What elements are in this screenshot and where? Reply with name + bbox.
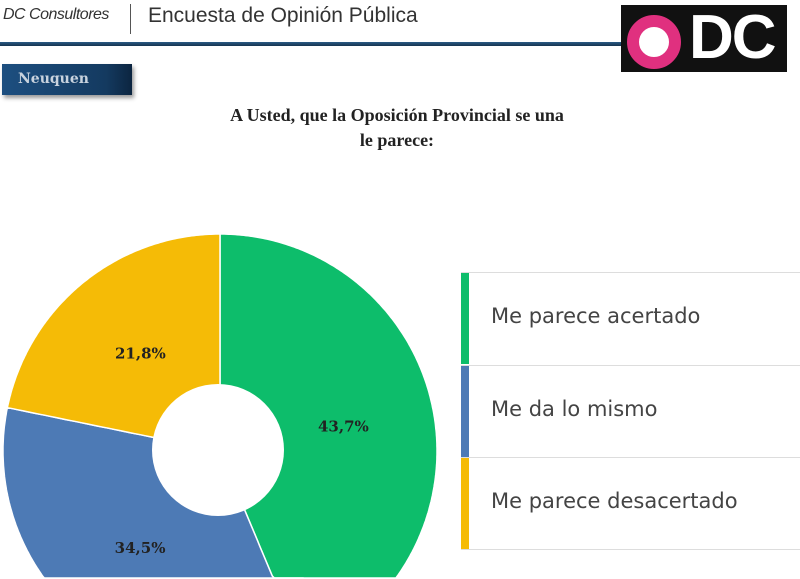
slice-label-0: 43,7% bbox=[318, 417, 369, 435]
region-badge: Neuquen bbox=[2, 64, 132, 95]
chart-title-line-1: A Usted, que la Oposición Provincial se … bbox=[230, 105, 564, 125]
brand-name: DC Consultores bbox=[3, 6, 109, 23]
legend-label: Me parece acertado bbox=[491, 304, 701, 328]
slice-label-2: 21,8% bbox=[115, 345, 166, 363]
slice-label-1: 34,5% bbox=[115, 539, 166, 557]
legend-label: Me parece desacertado bbox=[491, 489, 738, 513]
legend-swatch bbox=[461, 365, 469, 457]
chart-title: A Usted, que la Oposición Provincial se … bbox=[150, 103, 644, 153]
legend-swatch bbox=[461, 458, 469, 549]
logo-letters: DC bbox=[689, 3, 777, 72]
legend-label: Me da lo mismo bbox=[491, 396, 658, 421]
header-title: Encuesta de Opinión Pública bbox=[148, 4, 418, 27]
legend-bottom-rule bbox=[461, 549, 800, 550]
header-separator bbox=[130, 4, 131, 34]
chart-title-line-2: le parece: bbox=[359, 130, 435, 150]
slice-2 bbox=[6, 233, 221, 452]
legend-item: Me parece desacertado bbox=[461, 457, 800, 549]
legend-swatch bbox=[461, 273, 469, 364]
slice-1 bbox=[2, 406, 304, 579]
donut-hole bbox=[152, 384, 284, 516]
legend-item: Me da lo mismo bbox=[461, 364, 800, 457]
header-rule bbox=[0, 42, 625, 46]
odc-logo: DC bbox=[621, 3, 787, 72]
slice-0 bbox=[219, 233, 438, 579]
legend-item: Me parece acertado bbox=[461, 272, 800, 364]
